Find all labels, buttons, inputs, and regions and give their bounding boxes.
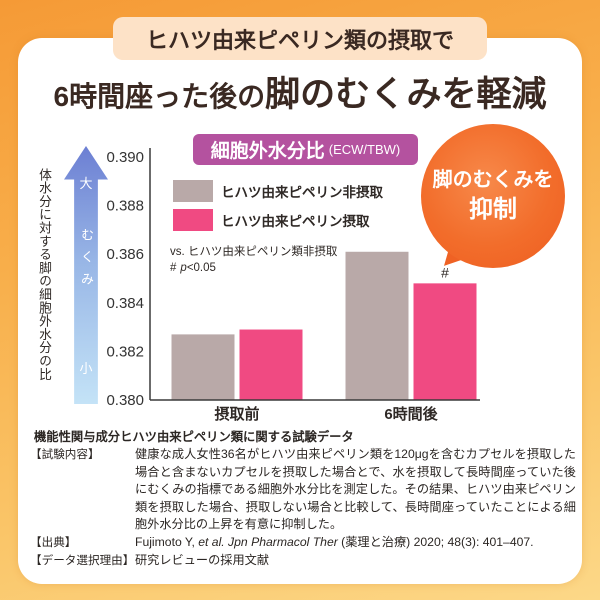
scale-label: むくみ [79, 228, 94, 294]
lead-text: ヒハツ由来ピペリン類の摂取で [145, 27, 454, 53]
y-tick-label: 0.382 [106, 343, 144, 360]
p-value-line: # p<0.05 [170, 260, 337, 276]
page-title: 6時間座った後の脚のむくみを軽減 [0, 72, 600, 118]
chart-title-unit: (ECW/TBW) [328, 142, 401, 157]
significance-mark: # [441, 264, 449, 280]
legend-swatch [173, 180, 213, 202]
callout-line-2: 抑制 [469, 196, 517, 223]
lead-banner: ヒハツ由来ピペリン類の摂取で [113, 17, 487, 60]
title-part-1: 6時間座った後の [53, 81, 266, 112]
y-tick-label: 0.388 [106, 198, 144, 215]
comparison-text: vs. ヒハツ由来ピペリン類非摂取 [170, 246, 338, 258]
study-content-row: 【試験内容】 健康な成人女性36名がヒハツ由来ピペリン類を120μgを含むカプセ… [30, 446, 576, 534]
bar [239, 329, 303, 400]
study-content-text: 健康な成人女性36名がヒハツ由来ピペリン類を120μgを含むカプセルを摂取した場… [135, 447, 576, 532]
study-source-text: Fujimoto Y, et al. Jpn Pharmacol Ther (薬… [135, 534, 576, 552]
source-journal: et al. Jpn Pharmacol Ther [198, 534, 338, 549]
legend-item-non-intake: ヒハツ由来ピペリン非摂取 [173, 180, 383, 202]
source-author: Fujimoto Y, [135, 534, 199, 549]
p-threshold: <0.05 [186, 262, 216, 274]
study-source-row: 【出典】 Fujimoto Y, et al. Jpn Pharmacol Th… [30, 534, 576, 552]
y-tick-label: 0.386 [106, 246, 144, 263]
x-tick-label: 6時間後 [384, 405, 438, 423]
bar-chart: 摂取前 6時間後 0.380 0.382 0.384 0.386 0.388 0.390 # [106, 148, 480, 423]
x-tick-label: 摂取前 [214, 405, 259, 423]
y-axis-label: 体水分に対する脚の細胞外水分の比 [37, 168, 52, 381]
scale-low-label: 小 [79, 361, 93, 376]
chart-title: 細胞外水分比 [210, 141, 325, 162]
significance-symbol: # [170, 262, 177, 274]
callout-line-1: 脚のむくみを [432, 169, 554, 191]
legend-label: ヒハツ由来ピペリン非摂取 [221, 185, 383, 200]
p-symbol: p [180, 262, 187, 274]
legend-swatch [173, 209, 213, 231]
scale-high-label: 大 [79, 176, 93, 191]
title-part-2: 脚のむくみを軽減 [265, 75, 547, 114]
chart-title-box: 細胞外水分比 (ECW/TBW) [193, 134, 418, 165]
study-reason-text: 研究レビューの採用文献 [135, 552, 270, 567]
y-tick-label: 0.380 [106, 392, 144, 409]
callout-badge: 脚のむくみを 抑制 [421, 124, 565, 268]
significance-note: vs. ヒハツ由来ピペリン類非摂取 # p<0.05 [170, 244, 337, 276]
y-tick-label: 0.384 [106, 295, 144, 312]
bar [345, 251, 409, 400]
y-tick-label: 0.390 [106, 149, 144, 166]
legend-item-intake: ヒハツ由来ピペリン摂取 [173, 209, 370, 231]
study-reason-row: 【データ選択理由】 研究レビューの採用文献 [30, 552, 576, 570]
study-reason-label: 【データ選択理由】 [30, 553, 135, 567]
study-source-label: 【出典】 [30, 535, 77, 549]
bar [413, 283, 477, 400]
source-details: (薬理と治療) 2020; 48(3): 401–407. [337, 534, 534, 549]
bar [171, 334, 235, 400]
study-content-label: 【試験内容】 [30, 448, 100, 461]
study-heading: 機能性関与成分ヒハツ由来ピペリン類に関する試験データ [34, 430, 354, 444]
legend-label: ヒハツ由来ピペリン摂取 [221, 214, 370, 229]
study-data-section: 機能性関与成分ヒハツ由来ピペリン類に関する試験データ 【試験内容】 健康な成人女… [30, 428, 576, 569]
